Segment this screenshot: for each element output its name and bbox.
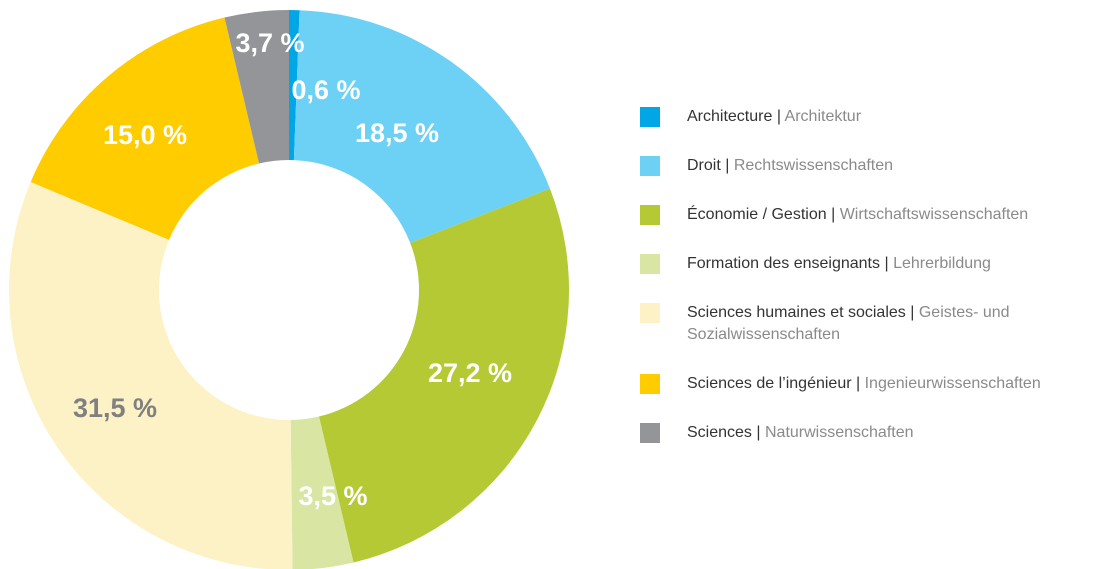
legend-item: Sciences de l’ingénieur | Ingenieurwisse… (640, 373, 1080, 395)
legend-swatch (640, 156, 660, 176)
legend-swatch (640, 107, 660, 127)
legend-separator: | (725, 157, 730, 174)
legend-item: Architecture | Architektur (640, 106, 1080, 128)
legend-item: Sciences | Naturwissenschaften (640, 422, 1080, 444)
legend-label-fr: Sciences (687, 424, 752, 441)
slice-label: 3,5 % (298, 481, 367, 511)
legend-separator: | (910, 304, 915, 321)
slice-label: 0,6 % (291, 75, 360, 105)
slice-label: 27,2 % (428, 358, 512, 388)
legend-text: Droit | Rechtswissenschaften (687, 155, 1080, 177)
legend-swatch (640, 374, 660, 394)
slice-label: 3,7 % (235, 28, 304, 58)
legend-text: Économie / Gestion | Wirtschaftswissensc… (687, 204, 1080, 226)
legend-swatch (640, 423, 660, 443)
slice-label: 15,0 % (103, 120, 187, 150)
donut-slice (30, 17, 260, 240)
slice-label: 31,5 % (73, 393, 157, 423)
legend-label-de: Geistes- und Sozialwissenschaften (687, 304, 1010, 343)
legend-text: Sciences humaines et sociales | Geistes-… (687, 302, 1080, 346)
legend-separator: | (776, 108, 781, 125)
legend-separator: | (884, 255, 889, 272)
legend-label-fr: Architecture (687, 108, 773, 125)
legend-label-fr: Sciences de l’ingénieur (687, 375, 852, 392)
legend-swatch (640, 303, 660, 323)
slice-label: 18,5 % (355, 118, 439, 148)
donut-slice (224, 10, 289, 164)
legend-separator: | (856, 375, 861, 392)
donut-slice (289, 10, 300, 161)
legend-label-de: Lehrerbildung (893, 255, 991, 272)
legend-text: Sciences de l’ingénieur | Ingenieurwisse… (687, 373, 1080, 395)
legend-text: Architecture | Architektur (687, 106, 1080, 128)
legend-swatch (640, 254, 660, 274)
legend-separator: | (756, 424, 761, 441)
legend-item: Formation des enseignants | Lehrerbildun… (640, 253, 1080, 275)
legend-label-fr: Économie / Gestion (687, 206, 827, 223)
legend-label-de: Ingenieurwissenschaften (864, 375, 1041, 392)
legend-label-de: Wirtschaftswissenschaften (839, 206, 1029, 223)
donut-slice (293, 10, 550, 243)
legend-label-de: Architektur (784, 108, 862, 125)
legend-item: Droit | Rechtswissenschaften (640, 155, 1080, 177)
legend-item: Économie / Gestion | Wirtschaftswissensc… (640, 204, 1080, 226)
legend-item: Sciences humaines et sociales | Geistes-… (640, 302, 1080, 346)
legend-swatch (640, 205, 660, 225)
legend-separator: | (831, 206, 836, 223)
legend-text: Sciences | Naturwissenschaften (687, 422, 1080, 444)
legend-label-de: Rechtswissenschaften (733, 157, 894, 174)
donut-chart: 0,6 % 18,5 % 27,2 % 3,5 % 31,5 % 15,0 % 3,7 % (8, 10, 569, 569)
legend-label-fr: Droit (687, 157, 721, 174)
donut-slice (290, 416, 354, 569)
legend: Architecture | Architektur Droit | Rechts… (640, 106, 1080, 471)
legend-text: Formation des enseignants | Lehrerbildun… (687, 253, 1080, 275)
donut-slice (318, 188, 569, 563)
legend-label-fr: Formation des enseignants (687, 255, 880, 272)
donut-slice (8, 182, 293, 569)
legend-label-fr: Sciences humaines et sociales (687, 304, 906, 321)
legend-label-de: Naturwissenschaften (764, 424, 914, 441)
